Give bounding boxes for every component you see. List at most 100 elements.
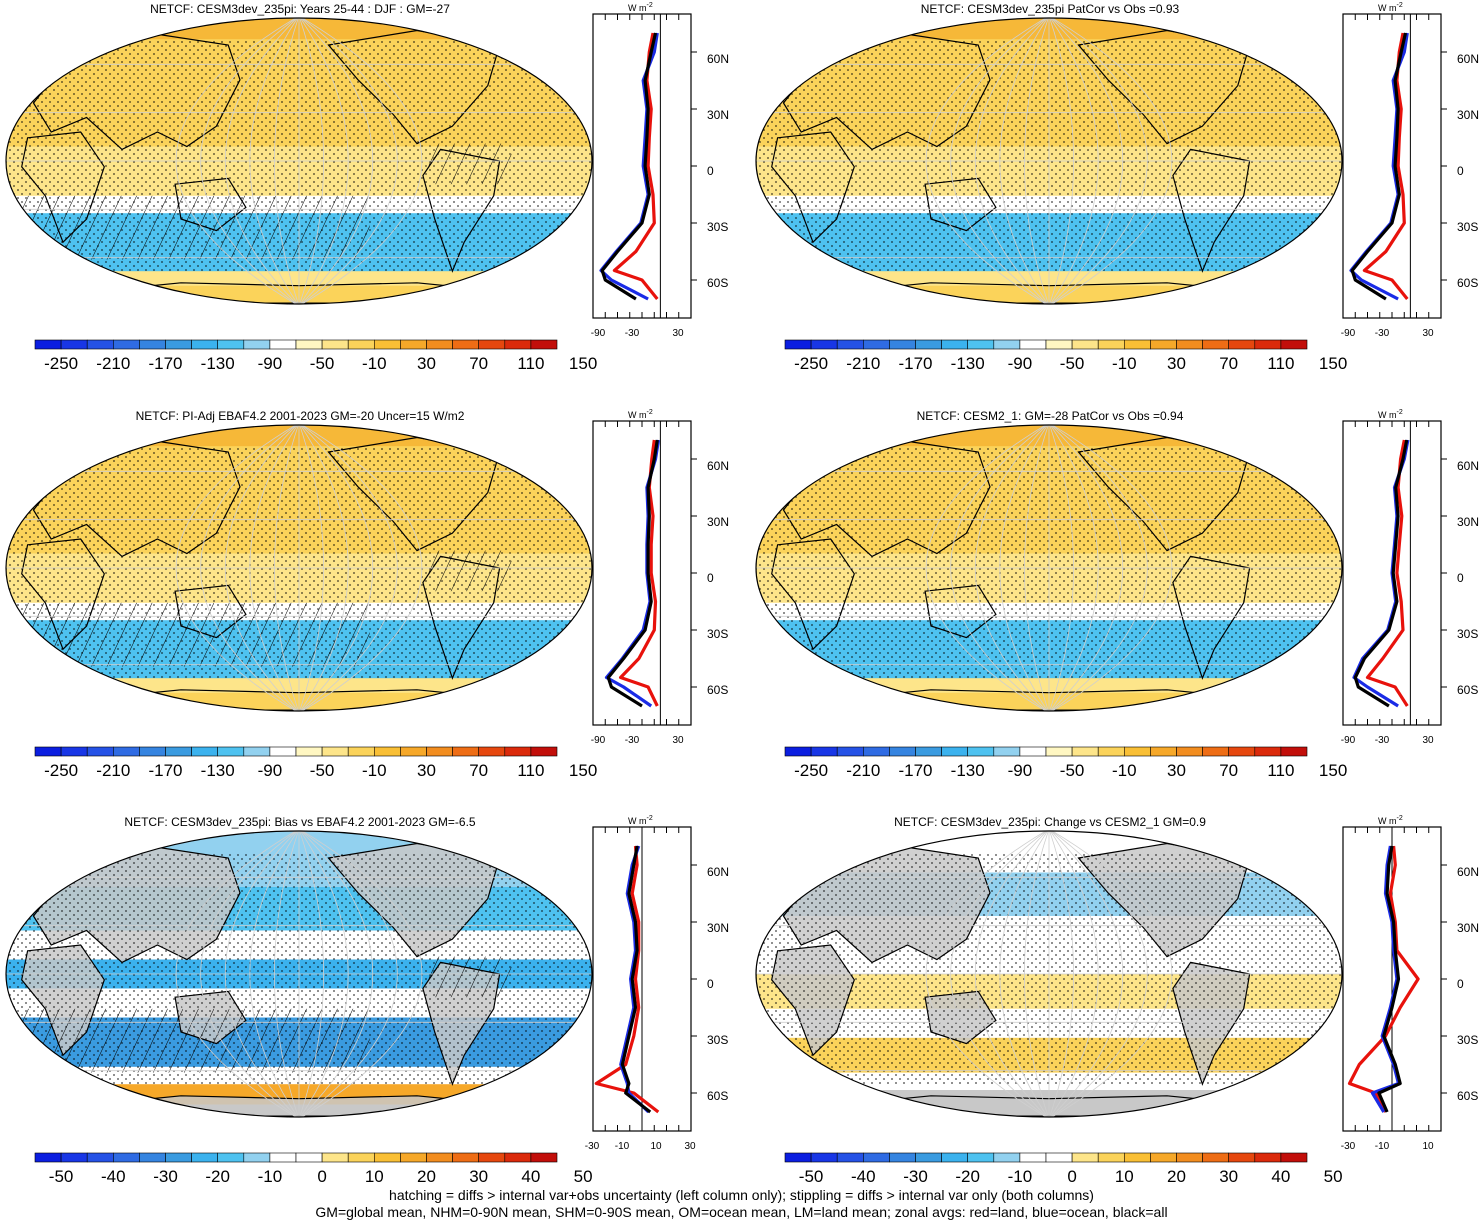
colorbar-label: -40 (101, 1167, 126, 1186)
graticule-meridian (298, 831, 349, 1117)
colorbar-swatch (243, 1152, 271, 1163)
zonal-mean-plot (1342, 826, 1447, 1132)
panel-ebaf-obs: NETCF: PI-Adj EBAF4.2 2001-2023 GM=-20 U… (0, 407, 733, 807)
colorbar-swatch (34, 339, 62, 350)
colorbar-swatch (1228, 1152, 1256, 1163)
colorbar-label: 150 (1318, 354, 1348, 373)
colorbar-swatch (191, 339, 219, 350)
colorbar-label: 30 (469, 1167, 489, 1186)
graticule-meridian (1048, 831, 1074, 1117)
colorbar-swatch (784, 1152, 812, 1163)
colorbar-label: -130 (200, 354, 235, 373)
zonal-mean-plot (1342, 420, 1447, 726)
graticule-meridian (1024, 425, 1050, 711)
graticule-meridian (298, 831, 374, 1117)
colorbar-swatch (1150, 1152, 1177, 1163)
colorbar-swatch (889, 339, 916, 350)
colorbar-swatch (60, 746, 88, 757)
graticule-meridian (999, 425, 1050, 711)
world-map (755, 17, 1343, 305)
colorbar-swatch (217, 746, 245, 757)
colorbar-swatch (504, 1152, 532, 1163)
colorbar-swatch (426, 339, 453, 350)
colorbar-swatch (810, 339, 838, 350)
colorbar-swatch (863, 746, 890, 757)
graticule-meridian (249, 425, 300, 711)
hatching-overlay (428, 550, 512, 592)
world-map (5, 17, 593, 305)
lat-label: 0 (707, 977, 714, 991)
graticule-meridian (224, 425, 300, 711)
zonal-x-label: -90 (590, 735, 606, 746)
colorbar-swatch (1202, 339, 1230, 350)
colorbar-swatch (1202, 746, 1230, 757)
colorbar-label: 70 (469, 354, 489, 373)
colorbar-swatch (295, 339, 323, 350)
lat-label: 60S (707, 1089, 729, 1103)
graticule-meridian (925, 425, 1050, 711)
colorbar-swatch (34, 1152, 62, 1163)
graticule-meridian (298, 425, 374, 711)
colorbar-swatch (967, 339, 995, 350)
colorbar-label: -20 (955, 1167, 980, 1186)
panel-cesm3dev-djf: NETCF: CESM3dev_235pi: Years 25-44 : DJF… (0, 0, 733, 400)
zonal-mean-plot (592, 420, 697, 726)
colorbar-label: -210 (846, 761, 881, 780)
graticule-meridian (298, 425, 324, 711)
graticule-meridian (298, 18, 398, 304)
colorbar-swatch (1123, 1152, 1151, 1163)
graticule-meridian (1048, 831, 1148, 1117)
graticule-meridian (274, 18, 300, 304)
panel-title: NETCF: CESM2_1: GM=-28 PatCor vs Obs =0.… (916, 409, 1184, 423)
colorbar-label: -50 (798, 1167, 824, 1186)
colorbar-label: 50 (573, 1167, 593, 1186)
zonal-line-land (618, 439, 659, 707)
lat-label: 30S (707, 1033, 729, 1047)
zonal-unit-exponent: -2 (646, 2, 653, 9)
zonal-x-label: -30 (1374, 328, 1390, 339)
lat-label: 0 (1457, 977, 1464, 991)
graticule-meridian (298, 18, 423, 304)
panel-title: NETCF: CESM3dev_235pi: Change vs CESM2_1… (894, 815, 1206, 829)
colorbar-swatch (810, 746, 838, 757)
colorbar-swatch (347, 1152, 375, 1163)
colorbar-label: -10 (257, 1167, 283, 1186)
zonal-line-all (1377, 845, 1402, 1113)
colorbar-label: -250 (44, 761, 79, 780)
colorbar (784, 339, 1308, 350)
colorbar-label: -90 (1007, 354, 1033, 373)
zonal-line-ocean (1370, 845, 1401, 1113)
zonal-line-all (606, 439, 659, 708)
zonal-x-label: 10 (1422, 1141, 1434, 1152)
colorbar-label: -90 (257, 354, 283, 373)
colorbar-swatch (452, 746, 480, 757)
colorbar-swatch (993, 339, 1021, 350)
graticule-meridian (298, 425, 423, 711)
graticule-meridian (298, 425, 398, 711)
colorbar-swatch (1280, 746, 1308, 757)
colorbar-swatch (1045, 1152, 1073, 1163)
world-map (755, 830, 1343, 1118)
colorbar-swatch (1071, 1152, 1099, 1163)
colorbar-swatch (1071, 339, 1099, 350)
colorbar-swatch (1123, 746, 1151, 757)
graticule-meridian (974, 425, 1050, 711)
lat-label: 30N (707, 108, 730, 122)
colorbar-swatch (217, 339, 245, 350)
panel-cesm2-1: NETCF: CESM2_1: GM=-28 PatCor vs Obs =0.… (750, 407, 1483, 807)
colorbar-swatch (889, 746, 916, 757)
colorbar-label: 110 (517, 761, 545, 780)
zonal-unit-exponent: -2 (1396, 2, 1403, 9)
zonal-line-all (620, 845, 652, 1114)
lat-label: 30S (1457, 220, 1479, 234)
zonal-x-label: 30 (1422, 328, 1434, 339)
zonal-line-land (1347, 845, 1420, 1113)
colorbar-swatch (941, 1152, 969, 1163)
colorbar-swatch (86, 1152, 114, 1163)
zonal-unit-label: W m-2 (628, 2, 653, 13)
colorbar-swatch (347, 339, 375, 350)
colorbar-swatch (1019, 1152, 1047, 1163)
colorbar-swatch (269, 1152, 297, 1163)
graticule-meridian (298, 18, 349, 304)
graticule-meridian (950, 425, 1050, 711)
